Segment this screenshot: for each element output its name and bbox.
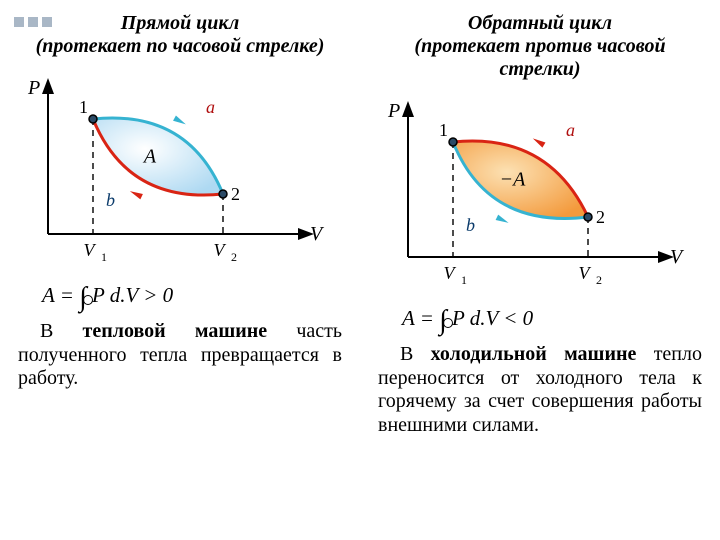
right-column: Обратный цикл (протекает против часовой … xyxy=(378,12,702,437)
right-subtitle: (протекает против часовой стрелки) xyxy=(414,35,665,80)
integral-sign: ∫ xyxy=(439,305,447,337)
right-explain: В холодильной машине тепло переносится о… xyxy=(378,343,702,437)
eq-cmp: > 0 xyxy=(138,283,173,307)
left-title: Прямой цикл xyxy=(121,12,239,34)
left-heading: Прямой цикл (протекает по часовой стрелк… xyxy=(18,12,342,58)
lead: В xyxy=(40,320,83,342)
svg-text:−A: −A xyxy=(500,169,526,191)
svg-text:V: V xyxy=(444,263,457,283)
svg-text:P: P xyxy=(387,100,400,122)
svg-text:A: A xyxy=(142,146,157,168)
eq-lhs: A xyxy=(42,283,54,307)
eq-cmp: < 0 xyxy=(498,306,533,330)
svg-text:V: V xyxy=(214,240,227,260)
eq-lhs: A xyxy=(402,306,414,330)
bold-term: тепловой машине xyxy=(83,320,268,342)
corner-bullets xyxy=(14,14,56,32)
svg-text:2: 2 xyxy=(596,273,602,287)
left-column: Прямой цикл (протекает по часовой стрелк… xyxy=(18,12,342,437)
right-equation: A = ∫ P d.V < 0 xyxy=(402,305,702,337)
right-title: Обратный цикл xyxy=(468,12,612,34)
eq-eq: = xyxy=(54,283,79,307)
svg-text:b: b xyxy=(106,190,115,210)
left-equation: A = ∫ P d.V > 0 xyxy=(42,282,342,314)
svg-text:V: V xyxy=(84,240,97,260)
svg-text:V: V xyxy=(310,223,325,245)
right-diagram: PVV1V212ab−A xyxy=(378,87,702,297)
svg-text:1: 1 xyxy=(79,97,88,117)
bold-term: холодильной машине xyxy=(431,343,637,365)
lead: В xyxy=(400,343,431,365)
eq-eq: = xyxy=(414,306,439,330)
svg-text:a: a xyxy=(566,120,575,140)
eq-body: P d.V xyxy=(452,306,498,330)
svg-text:V: V xyxy=(670,246,685,268)
svg-text:1: 1 xyxy=(439,120,448,140)
svg-text:V: V xyxy=(579,263,592,283)
left-explain: В тепловой машине часть полученного тепл… xyxy=(18,320,342,391)
integral-sign: ∫ xyxy=(79,282,87,314)
svg-text:P: P xyxy=(27,77,40,99)
left-subtitle: (протекает по часовой стрелке) xyxy=(36,35,325,57)
svg-text:2: 2 xyxy=(231,184,240,204)
eq-body: P d.V xyxy=(92,283,138,307)
svg-text:2: 2 xyxy=(596,207,605,227)
svg-text:1: 1 xyxy=(101,250,107,264)
svg-text:b: b xyxy=(466,215,475,235)
svg-text:1: 1 xyxy=(461,273,467,287)
right-heading: Обратный цикл (протекает против часовой … xyxy=(378,12,702,81)
left-diagram: PVV1V212abA xyxy=(18,64,342,274)
svg-text:2: 2 xyxy=(231,250,237,264)
svg-text:a: a xyxy=(206,97,215,117)
